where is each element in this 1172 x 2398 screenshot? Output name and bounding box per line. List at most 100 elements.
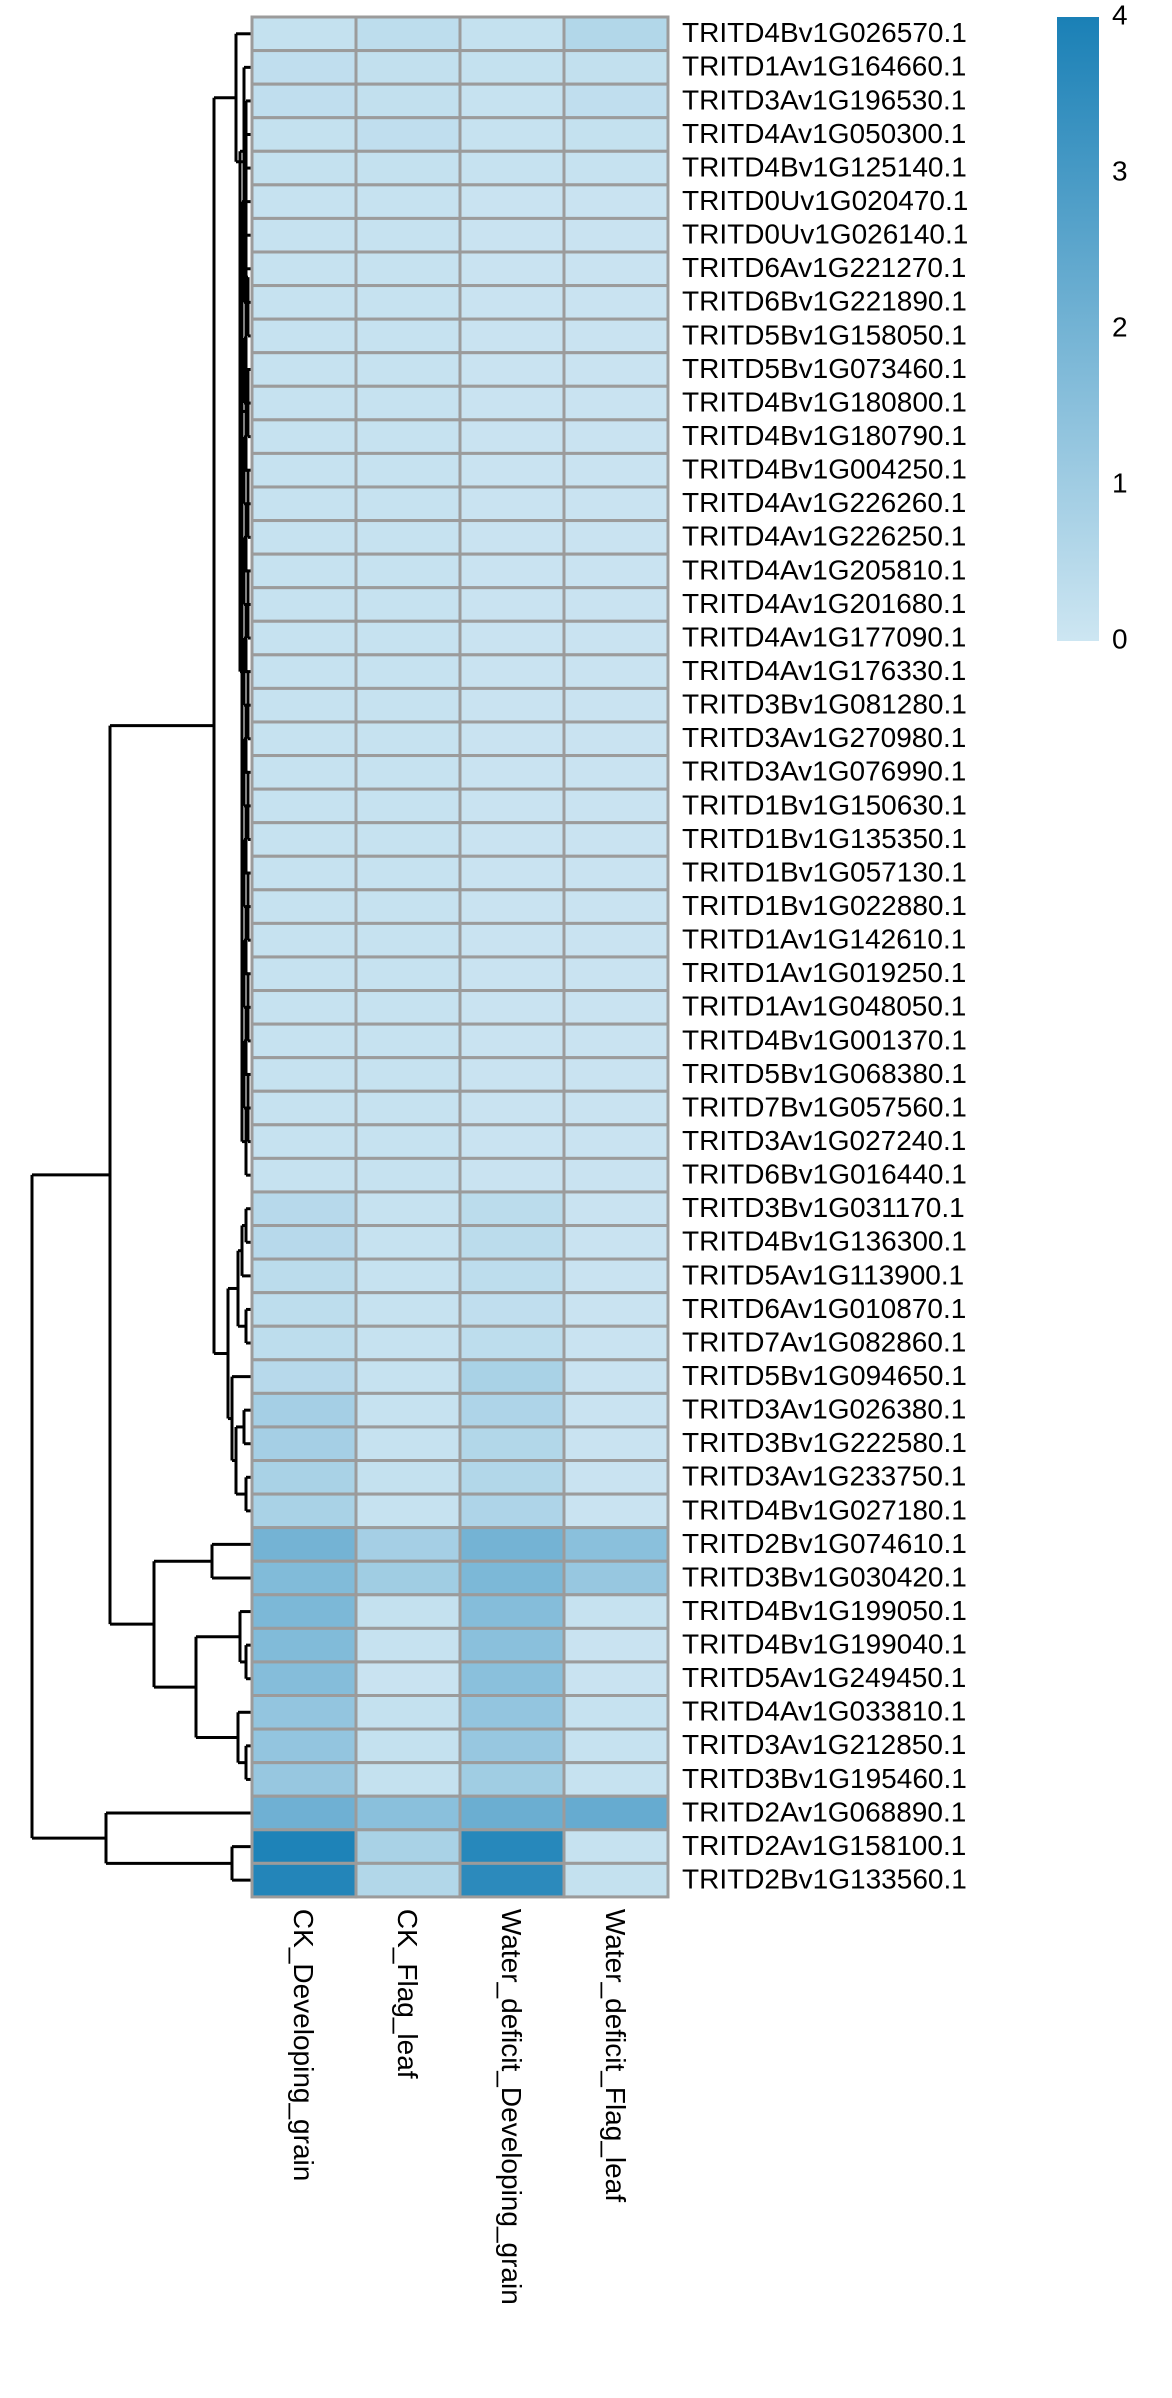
heatmap-cell [458, 451, 566, 489]
heatmap-cell [562, 116, 670, 153]
heatmap-cell [562, 720, 670, 758]
heatmap-cell [458, 1761, 566, 1798]
row-label: TRITD4Bv1G125140.1 [682, 151, 967, 182]
heatmap-cell [458, 250, 566, 288]
row-label: TRITD4Av1G176330.1 [682, 655, 966, 686]
heatmap-cell [250, 216, 358, 254]
heatmap-cell [250, 1056, 358, 1093]
heatmap-cell [458, 1324, 566, 1362]
row-label: TRITD3Av1G196530.1 [682, 84, 966, 115]
row-label: TRITD1Bv1G150630.1 [682, 789, 967, 820]
row-label: TRITD1Av1G142610.1 [682, 924, 966, 955]
legend-color-bar [1057, 17, 1099, 641]
heatmap-cell [562, 216, 670, 254]
heatmap-cell [354, 1257, 462, 1295]
heatmap-cell [354, 787, 462, 825]
heatmap-cell [250, 1022, 358, 1060]
heatmap-cell [354, 989, 462, 1026]
heatmap-cell [354, 1324, 462, 1362]
heatmap-cell [354, 1828, 462, 1865]
row-label: TRITD0Uv1G026140.1 [682, 219, 968, 250]
heatmap-cell [458, 888, 566, 925]
heatmap-cell [458, 1022, 566, 1060]
heatmap-cell [458, 183, 566, 220]
heatmap-cell [562, 1727, 670, 1765]
heatmap-cell [562, 1828, 670, 1865]
heatmap-cell [250, 1459, 358, 1496]
heatmap-cell [250, 619, 358, 657]
legend-tick-label: 0 [1112, 623, 1128, 654]
heatmap-cell [250, 1794, 358, 1832]
heatmap-cell [354, 1559, 462, 1597]
heatmap-cell [458, 485, 566, 523]
row-label: TRITD4Av1G050300.1 [682, 118, 966, 149]
heatmap-cell [250, 1224, 358, 1261]
heatmap-cell [354, 1425, 462, 1463]
row-label: TRITD3Bv1G081280.1 [682, 689, 967, 720]
row-label: TRITD4Bv1G026570.1 [682, 17, 967, 48]
heatmap-cell [458, 116, 566, 153]
heatmap-cell [562, 183, 670, 220]
column-label: Water_deficit_Developing_grain [496, 1909, 527, 2305]
row-label: TRITD1Av1G164660.1 [682, 51, 966, 82]
row-label: TRITD4Bv1G004250.1 [682, 454, 967, 485]
heatmap-cell [562, 1089, 670, 1127]
heatmap-cell [354, 317, 462, 355]
heatmap-cell [562, 1794, 670, 1832]
heatmap-cell [458, 552, 566, 590]
heatmap-cell [354, 451, 462, 489]
heatmap-cell [458, 149, 566, 187]
heatmap-cell [458, 1526, 566, 1563]
heatmap-cell [250, 1761, 358, 1798]
heatmap-cell [250, 1425, 358, 1463]
heatmap-cell [250, 854, 358, 892]
heatmap-cell [354, 1056, 462, 1093]
heatmap-cell [354, 1022, 462, 1060]
heatmap-cell [250, 519, 358, 556]
heatmap-cells [250, 15, 670, 1899]
heatmap-cell [250, 686, 358, 724]
heatmap-cell [562, 619, 670, 657]
row-label: TRITD6Av1G010870.1 [682, 1293, 966, 1324]
heatmap-cell [458, 418, 566, 455]
heatmap-cell [458, 49, 566, 86]
row-label: TRITD3Bv1G031170.1 [682, 1192, 965, 1223]
heatmap-cell [354, 888, 462, 925]
heatmap-cell [250, 284, 358, 321]
row-label: TRITD7Av1G082860.1 [682, 1326, 966, 1357]
heatmap-cell [354, 1123, 462, 1160]
row-label: TRITD3Av1G027240.1 [682, 1125, 966, 1156]
heatmap-cell [354, 49, 462, 86]
heatmap-cell [250, 183, 358, 220]
heatmap-cell [250, 1358, 358, 1395]
heatmap-cell [250, 1257, 358, 1295]
row-labels: TRITD4Bv1G026570.1TRITD1Av1G164660.1TRIT… [682, 17, 968, 1894]
heatmap-cell [354, 1761, 462, 1798]
heatmap-cell [458, 1291, 566, 1328]
heatmap-cell [562, 1593, 670, 1630]
column-label: CK_Developing_grain [288, 1909, 319, 2181]
row-label: TRITD1Bv1G022880.1 [682, 890, 967, 921]
heatmap-cell [354, 1626, 462, 1664]
heatmap-cell [250, 485, 358, 523]
heatmap-cell [458, 1492, 566, 1530]
row-label: TRITD1Av1G019250.1 [682, 957, 966, 988]
row-dendrogram [30, 32, 252, 1882]
heatmap-cell [458, 1861, 566, 1899]
heatmap-cell [354, 183, 462, 220]
heatmap-cell [250, 586, 358, 623]
heatmap-cell [250, 451, 358, 489]
row-label: TRITD3Av1G233750.1 [682, 1461, 966, 1492]
heatmap-cell [250, 1156, 358, 1194]
heatmap-cell [354, 1190, 462, 1228]
heatmap-cell [250, 1190, 358, 1228]
heatmap-cell [458, 1425, 566, 1463]
heatmap-cell [458, 82, 566, 120]
heatmap-cell [354, 1526, 462, 1563]
row-label: TRITD4Av1G201680.1 [682, 588, 966, 619]
heatmap-cell [562, 284, 670, 321]
row-label: TRITD3Bv1G222580.1 [682, 1427, 967, 1458]
heatmap-cell [354, 418, 462, 455]
row-label: TRITD2Av1G158100.1 [682, 1830, 966, 1861]
